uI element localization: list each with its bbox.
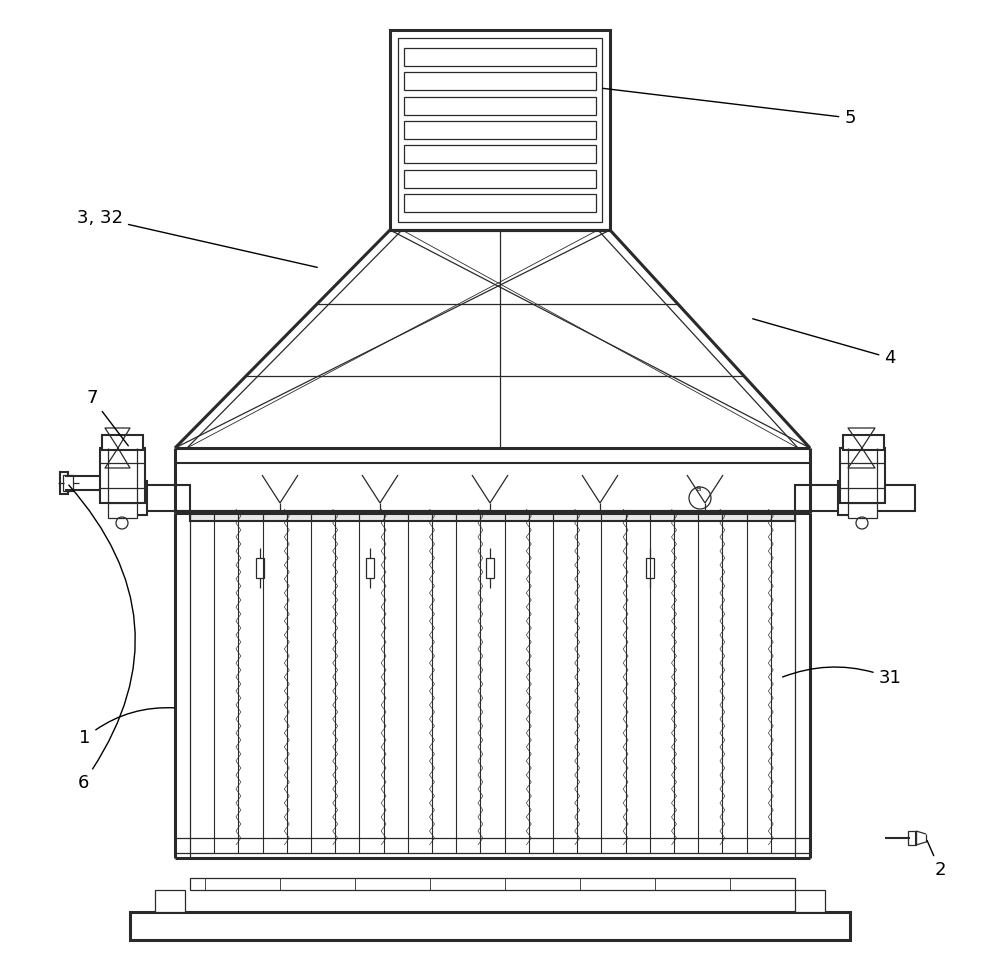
Bar [130,912,850,940]
Bar [404,73,596,90]
Bar [60,472,68,494]
Text: 3, 32: 3, 32 [77,209,317,267]
Bar [795,890,825,912]
Bar [130,485,190,511]
Bar [404,48,596,66]
Bar [190,511,795,521]
Bar [398,38,602,222]
Bar [125,481,147,515]
Bar [390,30,610,230]
Bar [848,503,877,518]
Text: 6: 6 [69,485,135,792]
Bar [100,448,145,503]
Bar [404,146,596,163]
Text: 7: 7 [86,389,128,445]
Text: 31: 31 [783,667,901,687]
Bar [256,558,264,578]
Bar [838,481,860,515]
Bar [843,435,884,450]
Text: 2: 2 [927,840,946,879]
Bar [646,558,654,578]
Text: 4: 4 [753,319,896,367]
Text: 1: 1 [79,708,174,747]
Text: 5: 5 [603,88,856,127]
Bar [155,890,185,912]
Bar [404,97,596,115]
Bar [908,831,916,845]
Bar [108,503,137,518]
Bar [840,448,885,503]
Bar [102,435,143,450]
Bar [404,194,596,212]
Bar [795,485,915,511]
Bar [404,121,596,139]
Bar [486,558,494,578]
Bar [366,558,374,578]
Bar [404,170,596,188]
Text: a: a [695,484,700,493]
Bar [63,475,73,491]
Bar [190,878,795,890]
